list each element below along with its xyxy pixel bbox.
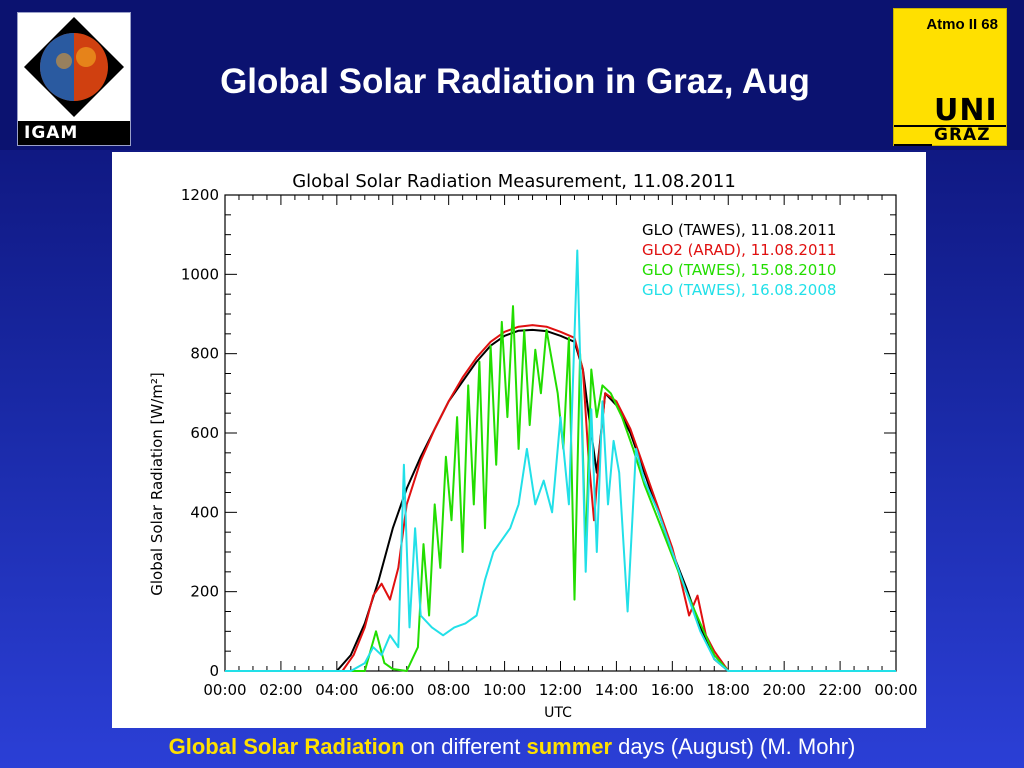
x-tick-label: 06:00: [371, 681, 414, 699]
x-tick-label: 20:00: [763, 681, 806, 699]
y-tick-label: 0: [209, 662, 219, 680]
igam-logo: IGAM: [17, 12, 131, 146]
caption-highlight-2: summer: [526, 734, 613, 759]
chart-panel: Global Solar Radiation Measurement, 11.0…: [112, 152, 926, 728]
header-band: [0, 0, 1024, 150]
y-tick-label: 1000: [181, 265, 219, 283]
y-tick-label: 200: [190, 583, 219, 601]
series-line-2: [225, 324, 896, 672]
uni-graz-logo-line: [894, 125, 1006, 127]
slide-number: Atmo II 68: [926, 16, 998, 33]
x-tick-label: 22:00: [818, 681, 861, 699]
chart-title: Global Solar Radiation Measurement, 11.0…: [292, 171, 736, 192]
chart-legend: GLO (TAWES), 11.08.2011 GLO2 (ARAD), 11.0…: [642, 221, 837, 299]
series-line-1: [225, 328, 896, 672]
slide-title: Global Solar Radiation in Graz, Aug: [220, 62, 810, 101]
globe-sun-icon: [24, 17, 124, 117]
caption-text-2: days (August) (M. Mohr): [612, 734, 856, 759]
x-tick-label: 02:00: [259, 681, 302, 699]
x-tick-label: 08:00: [427, 681, 470, 699]
series-line-3: [225, 305, 896, 672]
x-tick-label: 14:00: [595, 681, 638, 699]
y-tick-label: 1200: [181, 186, 219, 204]
caption-highlight-1: Global Solar Radiation: [168, 734, 405, 759]
x-tick-label: 18:00: [707, 681, 750, 699]
x-tick-label: 12:00: [539, 681, 582, 699]
igam-logo-bar: IGAM: [18, 121, 130, 145]
legend-entry-3: GLO (TAWES), 15.08.2010: [642, 261, 836, 279]
legend-entry-1: GLO (TAWES), 11.08.2011: [642, 221, 836, 239]
legend-entry-2: GLO2 (ARAD), 11.08.2011: [642, 241, 837, 259]
slide-caption: Global Solar Radiation on different summ…: [0, 734, 1024, 760]
series-lines: [225, 249, 896, 672]
uni-graz-logo-uni: UNI: [934, 93, 998, 128]
x-tick-label: 00:00: [203, 681, 246, 699]
x-tick-label: 16:00: [651, 681, 694, 699]
series-line-4: [225, 249, 896, 672]
x-tick-label: 00:00: [874, 681, 917, 699]
igam-logo-text: IGAM: [24, 123, 79, 143]
x-axis-label: UTC: [544, 705, 572, 721]
uni-graz-logo-line-2: [894, 144, 932, 146]
solar-radiation-chart: Global Solar Radiation Measurement, 11.0…: [148, 171, 918, 721]
y-tick-label: 800: [190, 345, 219, 363]
y-tick-label: 600: [190, 424, 219, 442]
x-tick-label: 04:00: [315, 681, 358, 699]
y-axis-label: Global Solar Radiation [W/m²]: [148, 372, 166, 596]
x-tick-label: 10:00: [483, 681, 526, 699]
uni-graz-logo-graz: GRAZ: [934, 125, 991, 145]
y-tick-label: 400: [190, 503, 219, 521]
axis-ticks: 00:00 02:00 04:00 06:00 08:00 10:00 12:00 14:00…: [181, 186, 918, 699]
legend-entry-4: GLO (TAWES), 16.08.2008: [642, 281, 836, 299]
uni-graz-logo: Atmo II 68 UNI GRAZ: [893, 8, 1007, 146]
caption-text-1: on different: [404, 734, 527, 759]
